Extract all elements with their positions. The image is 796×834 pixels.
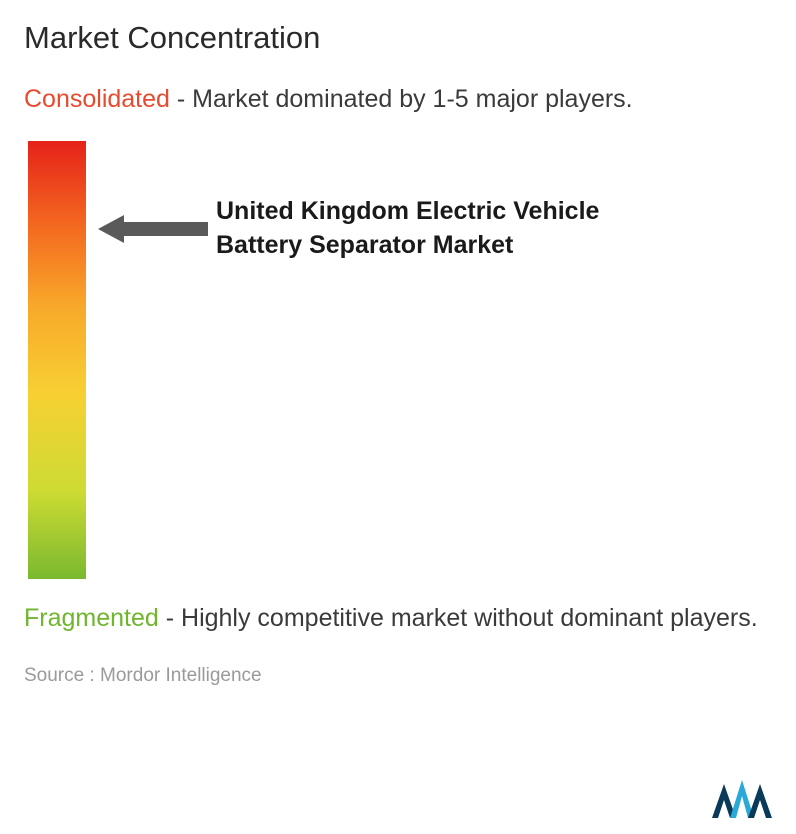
page-title: Market Concentration bbox=[24, 20, 772, 56]
fragmented-desc-text: - Highly competitive market without domi… bbox=[159, 604, 758, 632]
concentration-gradient-bar bbox=[28, 141, 86, 579]
source-attribution: Source : Mordor Intelligence bbox=[24, 665, 772, 687]
mordor-logo-icon bbox=[710, 778, 774, 818]
consolidated-label: Consolidated bbox=[24, 85, 170, 113]
consolidated-desc-text: - Market dominated by 1-5 major players. bbox=[170, 85, 633, 113]
consolidated-description: Consolidated - Market dominated by 1-5 m… bbox=[24, 84, 772, 115]
scale-row: United Kingdom Electric Vehicle Battery … bbox=[24, 141, 772, 579]
arrow-left-icon bbox=[98, 213, 208, 245]
market-name-label: United Kingdom Electric Vehicle Battery … bbox=[216, 195, 636, 263]
fragmented-label: Fragmented bbox=[24, 604, 159, 632]
pointer-section: United Kingdom Electric Vehicle Battery … bbox=[98, 195, 636, 263]
fragmented-description: Fragmented - Highly competitive market w… bbox=[24, 603, 772, 634]
